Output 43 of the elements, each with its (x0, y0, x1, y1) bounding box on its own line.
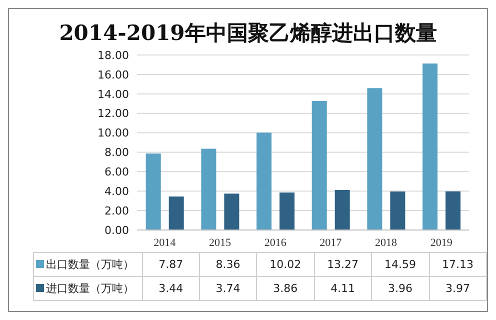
y-tick-label: 8.00 (104, 146, 129, 160)
bar (256, 132, 272, 230)
x-tick-label: 2019 (430, 236, 453, 249)
bar (446, 191, 461, 230)
y-tick-label: 12.00 (98, 107, 129, 120)
bar (334, 190, 350, 230)
y-tick-label: 4.00 (104, 185, 129, 198)
bar (280, 192, 295, 230)
x-tick-label: 2014 (154, 236, 176, 249)
chart-title: 2014-2019年中国聚乙烯醇进出口数量 (58, 19, 438, 47)
data-label: 10.02 (256, 252, 314, 276)
bar (224, 194, 240, 230)
x-tick-label: 2017 (320, 236, 342, 249)
y-tick-label: 2.00 (104, 204, 129, 218)
data-label: 8.36 (199, 252, 257, 276)
x-tick-label: 2018 (375, 236, 398, 249)
y-tick-label: 0.00 (104, 224, 129, 237)
y-tick-label: 10.00 (98, 126, 129, 140)
bar (168, 196, 184, 230)
y-tick-label: 16.00 (98, 68, 129, 82)
bar (367, 88, 382, 230)
y-tick-label: 14.00 (98, 88, 129, 101)
data-label: 3.97 (429, 276, 486, 300)
x-tick-label: 2016 (264, 236, 287, 249)
bar (312, 100, 327, 230)
legend-label: 进口数量（万吨） (46, 282, 134, 295)
data-label: 3.86 (256, 276, 314, 300)
bar (201, 148, 216, 230)
bar (390, 192, 406, 230)
data-label: 4.11 (314, 276, 372, 300)
bar (146, 153, 161, 230)
data-label: 13.27 (314, 252, 372, 276)
legend-label: 出口数量（万吨） (46, 258, 134, 271)
data-label: 3.44 (142, 276, 200, 300)
data-label: 3.96 (372, 276, 429, 300)
data-label: 14.59 (372, 252, 429, 276)
data-label: 3.74 (199, 276, 257, 300)
data-label: 17.13 (429, 252, 486, 276)
x-tick-label: 2015 (209, 236, 232, 249)
bar (422, 63, 438, 230)
data-label: 7.87 (142, 252, 200, 276)
y-tick-label: 6.00 (104, 166, 129, 179)
y-tick-label: 18.00 (98, 48, 129, 62)
